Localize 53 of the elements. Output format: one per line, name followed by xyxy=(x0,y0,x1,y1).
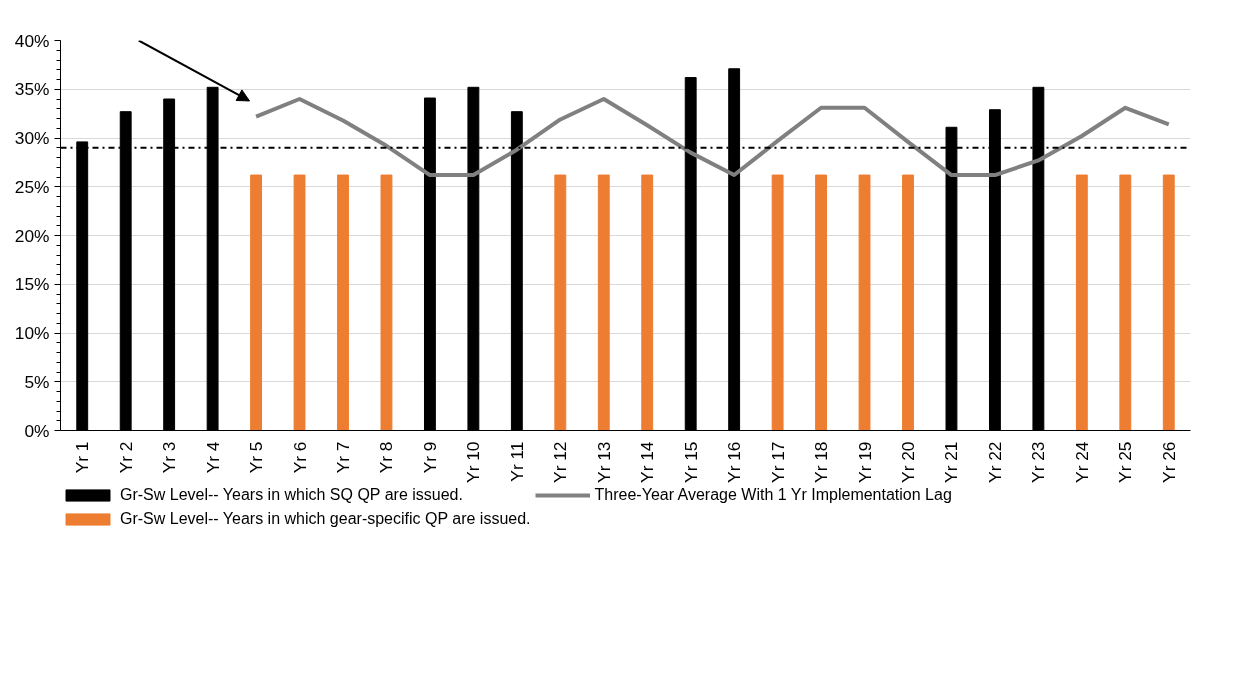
x-tick-label: Yr 18 xyxy=(811,441,832,483)
bar xyxy=(858,174,871,431)
x-tick-label: Yr 11 xyxy=(506,441,527,482)
x-tick-label: Yr 9 xyxy=(419,441,440,474)
x-tick-label: Yr 25 xyxy=(1115,441,1136,483)
bar xyxy=(1075,174,1088,431)
y-tick-label: 5% xyxy=(24,371,50,392)
bar xyxy=(902,174,914,431)
bar xyxy=(554,174,567,431)
x-tick-label: Yr 21 xyxy=(941,441,962,483)
x-tick-label: Yr 2 xyxy=(115,441,136,474)
bar xyxy=(641,174,654,431)
legend-label: Gr-Sw Level-- Years in which SQ QP are issued. xyxy=(120,485,463,505)
x-tick-label: Yr 6 xyxy=(289,441,310,474)
bar xyxy=(380,174,393,431)
x-tick-label: Yr 8 xyxy=(376,441,397,474)
x-tick-label: Yr 3 xyxy=(159,441,180,474)
y-tick-label: 0% xyxy=(24,420,50,441)
bar xyxy=(337,174,349,431)
x-tick-label: Yr 14 xyxy=(637,441,658,483)
x-tick-label: Yr 13 xyxy=(593,441,614,483)
x-tick-label: Yr 15 xyxy=(680,441,701,483)
x-tick-label: Yr 20 xyxy=(898,441,918,483)
y-tick-label: 10% xyxy=(14,323,50,343)
x-tick-label: Yr 22 xyxy=(984,441,1005,483)
bar xyxy=(815,174,828,431)
x-tick-label: Yr 4 xyxy=(202,441,223,474)
y-tick-label: 20% xyxy=(14,225,50,246)
x-tick-label: Yr 19 xyxy=(854,441,875,483)
x-tick-label: Yr 5 xyxy=(246,441,267,474)
x-tick-label: Yr 24 xyxy=(1071,441,1092,483)
x-tick-label: Yr 26 xyxy=(1158,441,1179,483)
y-tick-label: 25% xyxy=(14,176,50,197)
x-tick-label: Yr 1 xyxy=(72,441,93,474)
x-tick-label: Yr 12 xyxy=(550,441,571,483)
bar xyxy=(1162,174,1175,431)
line-series xyxy=(254,97,1171,178)
y-tick-label: 15% xyxy=(14,274,50,295)
bar xyxy=(293,174,306,431)
y-tick-label: 40% xyxy=(14,30,50,51)
legend-label: Gr-Sw Level-- Years in which gear-specific QP are issued. xyxy=(120,509,531,529)
y-tick-label: 30% xyxy=(14,128,50,148)
x-tick-label: Yr 7 xyxy=(333,441,353,474)
bar xyxy=(597,174,610,431)
y-tick-label: 35% xyxy=(14,79,50,100)
bar xyxy=(771,174,784,431)
x-tick-label: Yr 23 xyxy=(1028,441,1049,483)
x-tick-label: Yr 10 xyxy=(463,441,484,483)
x-tick-label: Yr 16 xyxy=(724,441,745,483)
bar xyxy=(1119,174,1132,431)
legend-label: Three-Year Average With 1 Yr Implementation Lag xyxy=(594,485,952,505)
x-tick-label: Yr 17 xyxy=(767,441,788,483)
bar xyxy=(250,174,263,431)
